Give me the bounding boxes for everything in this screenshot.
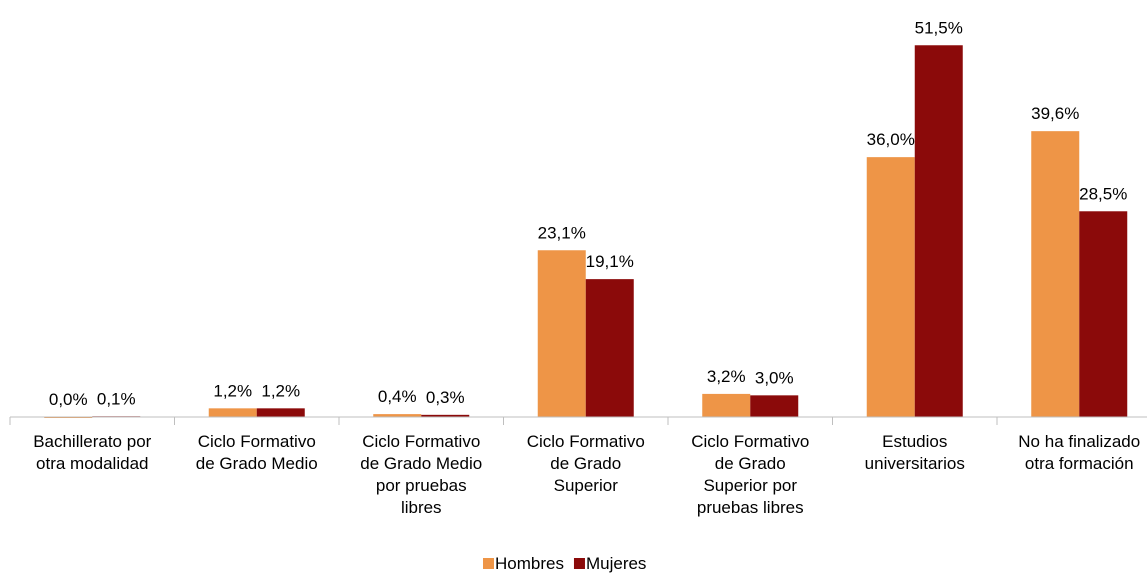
bar [208, 408, 257, 417]
bar [421, 414, 470, 417]
data-label: 0,3% [426, 388, 465, 407]
legend-swatch [573, 558, 585, 569]
data-label: 0,4% [378, 387, 417, 406]
bar [702, 393, 751, 417]
data-label: 39,6% [1031, 104, 1079, 123]
data-label: 3,0% [755, 368, 794, 387]
bar [750, 395, 799, 417]
x-tick-label: Ciclo Formativo de Grado Superior [527, 432, 645, 495]
data-label: 0,1% [97, 389, 136, 408]
x-tick-label: Ciclo Formativo de Grado Medio [196, 432, 318, 473]
x-tick-label: No ha finalizado otra formación [1018, 432, 1140, 473]
bar [585, 279, 634, 417]
bar [256, 408, 305, 417]
data-label: 28,5% [1079, 184, 1127, 203]
legend-label: Hombres [495, 554, 564, 573]
legend-swatch [483, 558, 494, 569]
data-label: 1,2% [261, 381, 300, 400]
bar [373, 414, 422, 417]
data-label: 19,1% [586, 252, 634, 271]
bar [914, 45, 963, 417]
legend-label: Mujeres [586, 554, 646, 573]
x-tick-label: Estudios universitarios [865, 432, 965, 473]
data-label: 1,2% [213, 381, 252, 400]
x-tick-label: Ciclo Formativo de Grado Superior por prueb… [691, 432, 809, 517]
bar [537, 250, 586, 417]
data-label: 3,2% [707, 367, 746, 386]
x-tick-label: Bachillerato por otra modalidad [33, 432, 151, 473]
data-label: 51,5% [915, 18, 963, 37]
bar [1079, 211, 1128, 417]
data-label: 0,0% [49, 390, 88, 409]
bar [866, 157, 915, 418]
x-tick-label: Ciclo Formativo de Grado Medio por pruebas… [360, 432, 482, 517]
data-label: 36,0% [867, 130, 915, 149]
bar [1031, 131, 1080, 417]
data-label: 23,1% [538, 223, 586, 242]
